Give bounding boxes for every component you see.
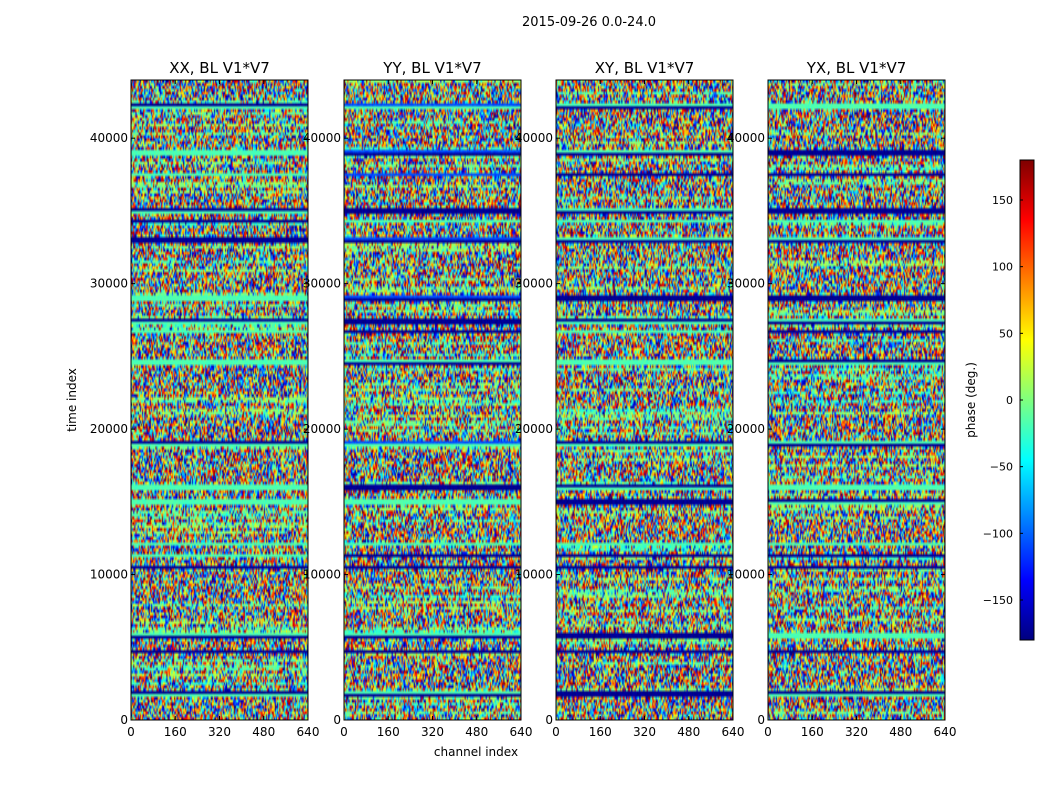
x-tick-label: 320 bbox=[421, 725, 444, 739]
figure-suptitle: 2015-09-26 0.0-24.0 bbox=[522, 15, 656, 30]
x-axis-label: channel index bbox=[434, 745, 518, 759]
y-tick-label: 40000 bbox=[727, 131, 765, 145]
panel-1: XX, BL V1*V7 0 160 320 480 640 0 10000 20000 3000… bbox=[90, 59, 320, 739]
panel-title: XY, BL V1*V7 bbox=[595, 59, 695, 77]
y-tick-label: 30000 bbox=[727, 277, 765, 291]
panel-title: XX, BL V1*V7 bbox=[169, 59, 270, 77]
colorbar-tick-label: −150 bbox=[983, 594, 1013, 607]
x-tick-label: 480 bbox=[677, 725, 700, 739]
x-tick-label: 320 bbox=[845, 725, 868, 739]
colorbar-tick-label: 50 bbox=[999, 327, 1013, 340]
y-tick-label: 20000 bbox=[303, 422, 341, 436]
x-tick-label: 160 bbox=[589, 725, 612, 739]
x-tick-label: 320 bbox=[208, 725, 231, 739]
x-tick-label: 0 bbox=[552, 725, 560, 739]
colorbar-tick-label: −50 bbox=[990, 461, 1013, 474]
y-tick-label: 10000 bbox=[303, 568, 341, 582]
colorbar-label: phase (deg.) bbox=[964, 362, 978, 438]
x-tick-label: 480 bbox=[252, 725, 275, 739]
y-tick-label: 10000 bbox=[727, 568, 765, 582]
y-tick-label: 20000 bbox=[515, 422, 553, 436]
y-tick-label: 0 bbox=[120, 713, 128, 727]
x-tick-label: 640 bbox=[934, 725, 957, 739]
y-tick-label: 30000 bbox=[90, 277, 128, 291]
y-tick-label: 40000 bbox=[303, 131, 341, 145]
y-tick-label: 10000 bbox=[90, 568, 128, 582]
y-tick-label: 30000 bbox=[515, 277, 553, 291]
colorbar-tick-label: 100 bbox=[992, 261, 1013, 274]
phase-heatmap bbox=[131, 80, 308, 720]
y-tick-label: 40000 bbox=[515, 131, 553, 145]
panel-4: YX, BL V1*V7 0 160 320 480 640 0 10000 20000 3000… bbox=[727, 59, 957, 739]
x-tick-label: 0 bbox=[127, 725, 135, 739]
y-tick-label: 20000 bbox=[90, 422, 128, 436]
colorbar-tick-label: −100 bbox=[983, 527, 1013, 540]
y-tick-label: 0 bbox=[333, 713, 341, 727]
phase-heatmap bbox=[556, 80, 733, 720]
x-tick-label: 0 bbox=[340, 725, 348, 739]
y-tick-label: 10000 bbox=[515, 568, 553, 582]
panel-title: YY, BL V1*V7 bbox=[382, 59, 481, 77]
phase-heatmap bbox=[344, 80, 521, 720]
y-tick-label: 20000 bbox=[727, 422, 765, 436]
x-tick-label: 320 bbox=[633, 725, 656, 739]
panel-3: XY, BL V1*V7 0 160 320 480 640 0 10000 20000 3000… bbox=[515, 59, 745, 739]
x-tick-label: 640 bbox=[510, 725, 533, 739]
x-tick-label: 640 bbox=[297, 725, 320, 739]
colorbar-tick-label: 0 bbox=[1006, 394, 1013, 407]
panel-2: YY, BL V1*V7 0 160 320 480 640 0 10000 20000 3000… bbox=[303, 59, 533, 739]
y-tick-label: 30000 bbox=[303, 277, 341, 291]
x-tick-label: 480 bbox=[465, 725, 488, 739]
x-tick-label: 160 bbox=[164, 725, 187, 739]
x-tick-label: 160 bbox=[801, 725, 824, 739]
phase-heatmap bbox=[768, 80, 945, 720]
x-tick-label: 0 bbox=[764, 725, 772, 739]
x-tick-label: 160 bbox=[377, 725, 400, 739]
y-tick-label: 0 bbox=[545, 713, 553, 727]
y-axis-label: time index bbox=[65, 368, 79, 432]
x-tick-label: 480 bbox=[889, 725, 912, 739]
panel-title: YX, BL V1*V7 bbox=[806, 59, 907, 77]
y-tick-label: 0 bbox=[757, 713, 765, 727]
colorbar-tick-label: 150 bbox=[992, 194, 1013, 207]
y-tick-label: 40000 bbox=[90, 131, 128, 145]
x-tick-label: 640 bbox=[722, 725, 745, 739]
colorbar: −150 −100 −50 0 50 100 150 bbox=[983, 159, 1035, 641]
